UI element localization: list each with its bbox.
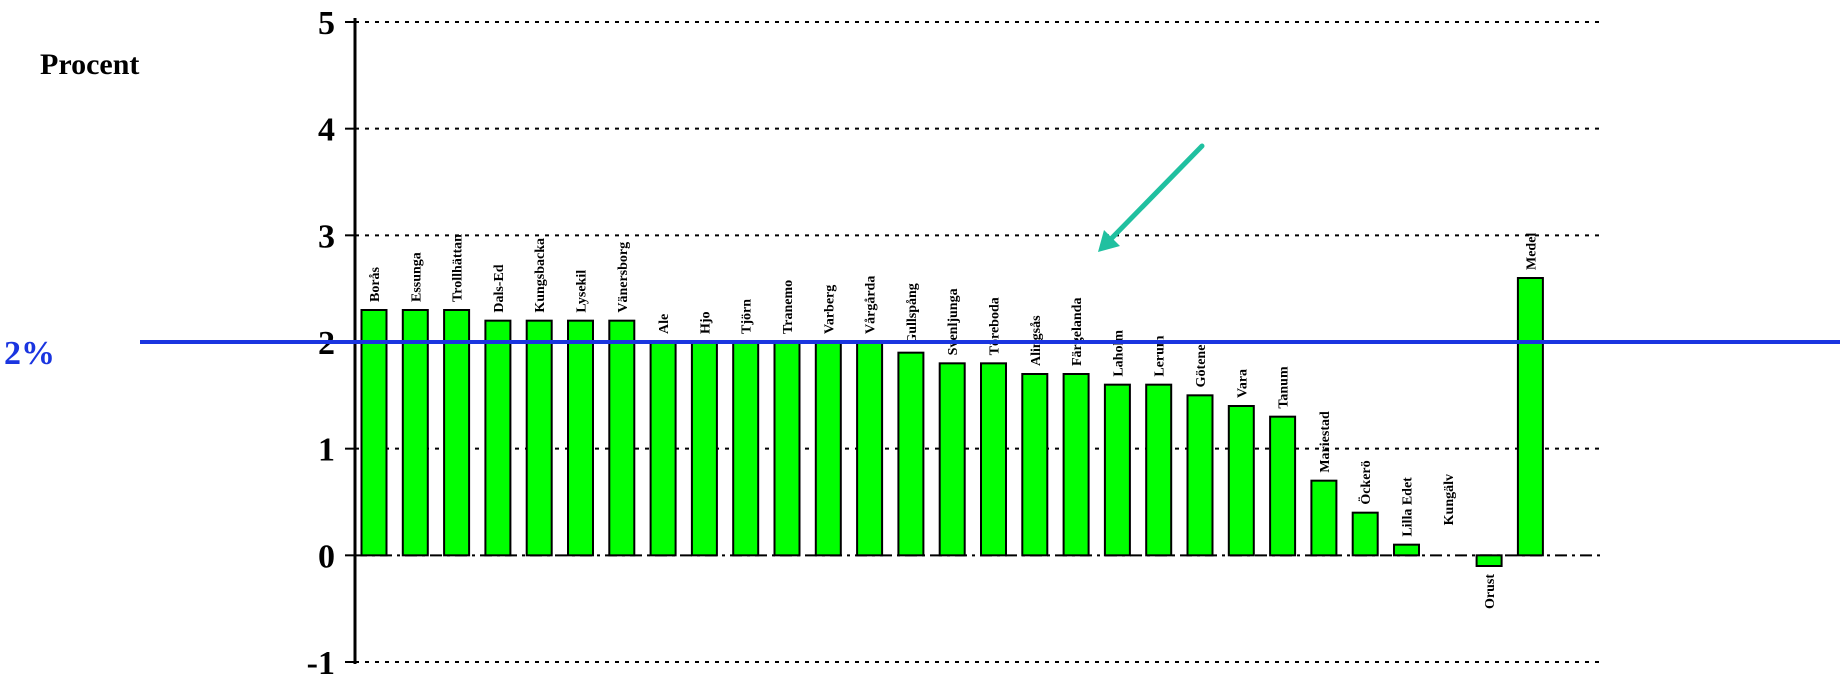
category-label: Tjörn: [740, 299, 755, 334]
category-label: Hjo: [698, 311, 713, 334]
bar-färgelanda: [1062, 373, 1090, 557]
annotation-arrow-group: [1098, 143, 1205, 252]
category-label: Ale: [657, 314, 672, 334]
category-label: Dals-Ed: [492, 264, 507, 312]
category-label: Kungälv: [1442, 474, 1457, 525]
y-tick-label: 5: [318, 5, 335, 42]
bar-trollhättan: [443, 309, 471, 557]
bar-borås: [360, 309, 388, 557]
category-label: Vara: [1235, 369, 1250, 398]
bar-götene: [1186, 394, 1214, 557]
y-axis-label: Procent: [40, 48, 139, 81]
bar-tanum: [1269, 415, 1297, 557]
bar-töreboda: [980, 362, 1007, 557]
category-label: Medel: [1524, 233, 1539, 270]
category-label: Svenljunga: [946, 288, 961, 355]
bar-tjörn: [732, 341, 760, 557]
category-label: Färgelanda: [1070, 298, 1085, 366]
y-tick-label: 3: [318, 218, 335, 255]
category-label: Gullspång: [905, 283, 920, 344]
bar-lysekil: [567, 319, 594, 557]
bar-lilla-edet: [1393, 543, 1420, 557]
bar-tranemo: [773, 341, 801, 557]
y-tick-label: 1: [318, 432, 335, 469]
category-label: Öckerö: [1357, 460, 1374, 504]
category-label: Töreboda: [988, 297, 1003, 355]
bar-vänersborg: [608, 319, 636, 557]
bar-mariestad: [1310, 479, 1338, 557]
category-label: Essunga: [409, 252, 424, 302]
category-label: Orust: [1483, 574, 1498, 609]
bar-medel: [1516, 277, 1544, 557]
annotation-arrowhead: [1098, 230, 1120, 252]
bar-gullspång: [897, 351, 925, 557]
annotation-arrow: [1105, 143, 1205, 245]
category-label: Lilla Edet: [1401, 477, 1416, 537]
category-label: Kungsbacka: [533, 238, 548, 313]
category-label: Tranemo: [781, 280, 796, 334]
bar-kungsbacka: [525, 319, 553, 557]
bar-essunga: [401, 309, 429, 557]
category-label: Götene: [1194, 345, 1209, 388]
category-label: Borås: [368, 266, 383, 302]
category-labels: Borås Essunga Trollhättan Dals-Ed Kungsbacka…: [368, 233, 1539, 609]
bar-varberg: [814, 341, 842, 557]
category-label: Lerum: [1153, 335, 1168, 377]
category-label: Trollhättan: [451, 234, 466, 302]
bars: [360, 277, 1544, 567]
bar-laholm: [1103, 383, 1131, 557]
y-tick-label: 4: [318, 112, 335, 149]
bar-lerum: [1145, 383, 1173, 557]
bar-hjo: [690, 341, 718, 557]
bar-alingsås: [1021, 373, 1049, 557]
category-label: Vårgårda: [864, 276, 879, 334]
bar-vara: [1227, 405, 1255, 557]
category-label: Lysekil: [575, 270, 590, 313]
reference-line-group: 2%: [4, 335, 1840, 372]
bar-dals-ed: [484, 319, 512, 557]
category-label: Varberg: [822, 285, 837, 334]
category-label: Mariestad: [1318, 411, 1333, 473]
y-tick-label: -1: [307, 645, 335, 678]
bar-orust: [1475, 554, 1503, 567]
bar-ale: [649, 341, 677, 557]
y-tick-label: 0: [318, 538, 335, 575]
bar-svenljunga: [938, 362, 966, 557]
category-label: Vänersborg: [616, 242, 631, 313]
category-label: Laholm: [1111, 330, 1126, 377]
reference-line-label: 2%: [4, 335, 55, 372]
bar-vårgårda: [856, 341, 884, 557]
bar-öckerö: [1351, 511, 1379, 557]
category-label: Tanum: [1277, 366, 1292, 409]
